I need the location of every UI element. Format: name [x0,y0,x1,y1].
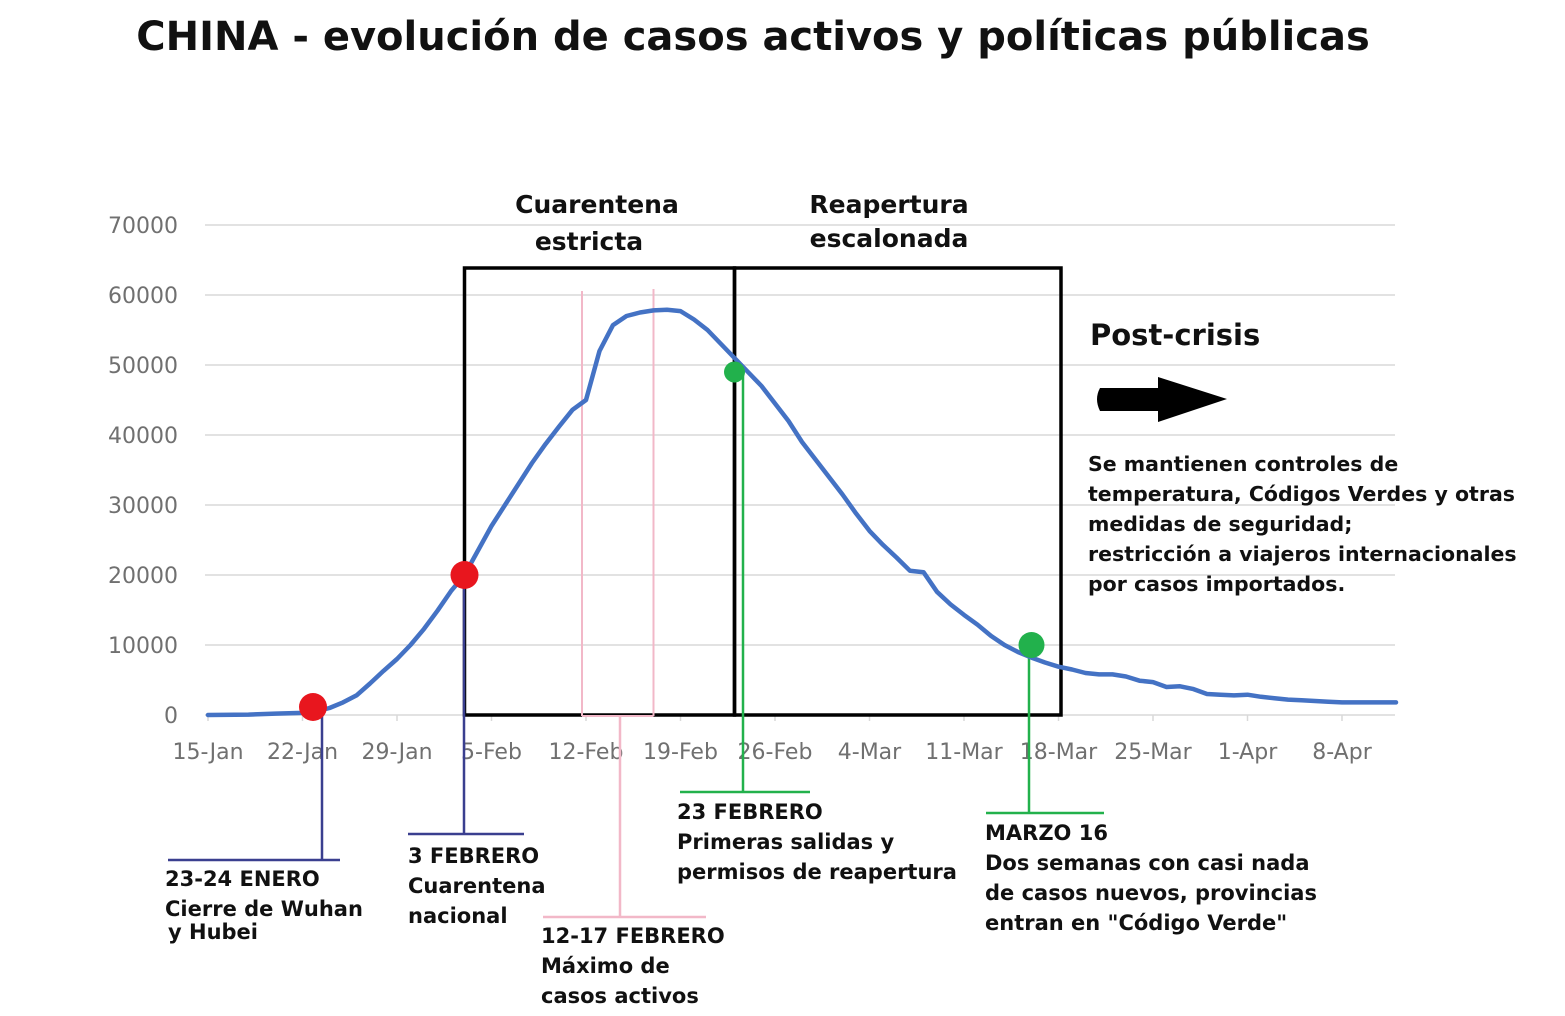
post-crisis-text: Se mantienen controles de [1088,452,1398,476]
y-tick-label: 50000 [108,354,178,379]
post-crisis-text: restricción a viajeros internacionales [1088,542,1517,566]
phase-label: escalonada [810,224,969,253]
x-tick-label: 8-Apr [1312,740,1372,765]
annotation-text: de casos nuevos, provincias [985,881,1317,905]
annotation-text: Cuarentena [408,874,545,898]
gridlines [205,224,1395,716]
post-crisis-title: Post-crisis [1090,318,1260,352]
y-tick-label: 30000 [108,494,178,519]
annotation-text: Primeras salidas y [677,830,894,854]
annotation-text: nacional [408,904,508,928]
y-axis: 0 10000 20000 30000 40000 50000 60000 70000 [108,214,178,729]
x-tick-label: 19-Feb [643,740,718,765]
event-marker [299,693,327,721]
chart-title: CHINA - evolución de casos activos y pol… [136,14,1370,60]
x-tick-label: 25-Mar [1114,740,1192,765]
x-tick-label: 1-Apr [1218,740,1278,765]
annotation-heading: MARZO 16 [985,821,1108,845]
y-tick-label: 60000 [108,284,178,309]
y-tick-label: 20000 [108,564,178,589]
annotation-heading: 23-24 ENERO [165,867,320,891]
event-markers [299,361,1045,721]
event-marker [724,361,745,383]
y-tick-label: 0 [164,704,178,729]
annotation-text: y Hubei [168,920,258,944]
x-tick-label: 15-Jan [172,740,243,765]
x-tick-label: 4-Mar [838,740,902,765]
annotation-text: Cierre de Wuhan [165,897,363,921]
phase-label: Cuarentena [515,190,679,219]
post-crisis-text: temperatura, Códigos Verdes y otras [1088,482,1515,506]
annotation-text: entran en "Código Verde" [985,911,1287,935]
arrow-right-icon [1097,377,1227,422]
post-crisis-text: por casos importados. [1088,572,1345,596]
event-marker [1018,632,1045,658]
x-tick-label: 5-Feb [461,740,522,765]
x-tick-label: 22-Jan [267,740,338,765]
annotation-heading: 12-17 FEBRERO [541,924,725,948]
phase-box [462,266,737,717]
annotation-text: casos activos [541,984,699,1008]
post-crisis-text: medidas de seguridad; [1088,512,1352,536]
x-tick-label: 18-Mar [1020,740,1098,765]
phase-box [732,266,1063,717]
x-tick-label: 29-Jan [361,740,432,765]
x-tick-label: 26-Feb [738,740,813,765]
annotation-text: Dos semanas con casi nada [985,851,1310,875]
event-marker [450,561,479,589]
phase-label: estricta [535,227,643,256]
phase-label: Reapertura [809,190,968,219]
y-tick-label: 70000 [108,214,178,239]
post-crisis: Post-crisis Se mantienen controles de tem… [1088,318,1517,596]
series-line [205,307,1399,718]
annotation-text: Máximo de [541,954,670,978]
annotation-lines [168,289,1104,919]
annotation-text: permisos de reapertura [677,860,957,884]
annotation-heading: 3 FEBRERO [408,844,539,868]
y-tick-label: 40000 [108,424,178,449]
y-tick-label: 10000 [108,634,178,659]
phase-boxes: Cuarentena estricta Reapertura escalonada [462,190,1063,717]
x-tick-label: 11-Mar [925,740,1003,765]
annotation-heading: 23 FEBRERO [677,800,823,824]
x-tick-label: 12-Feb [549,740,624,765]
series-layer [205,307,1399,718]
x-axis: 15-Jan 22-Jan 29-Jan 5-Feb 12-Feb 19-Feb 26-Fe… [172,715,1373,765]
